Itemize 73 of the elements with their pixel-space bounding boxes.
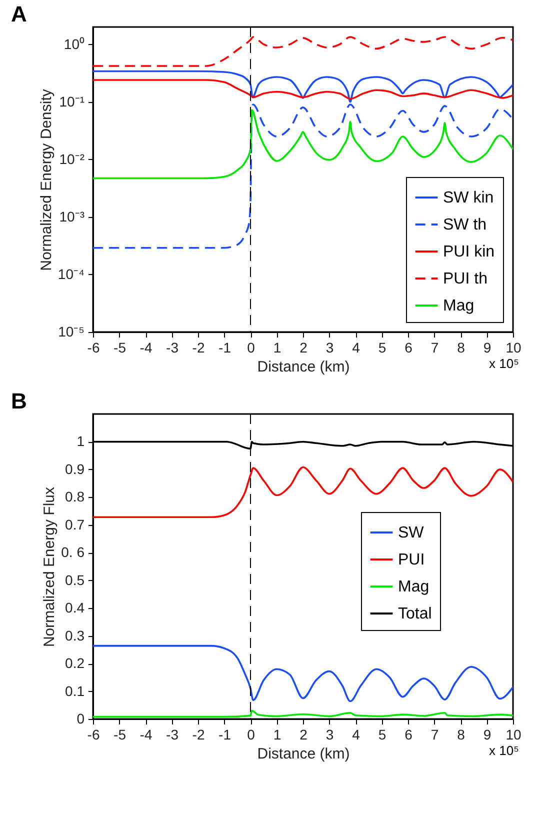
y-tick-label: 10⁻³ xyxy=(59,208,85,224)
line-series xyxy=(93,466,513,518)
y-tick-label: 1 xyxy=(76,433,85,450)
x-tick-label: 8 xyxy=(457,340,466,356)
x-tick-label: 4 xyxy=(352,340,360,356)
x-tick-label: 0 xyxy=(247,726,256,742)
text: x 10⁵ xyxy=(489,743,519,758)
y-tick-label: 0 xyxy=(76,710,85,726)
x-tick-label: -6 xyxy=(87,726,100,742)
y-tick-label: 10⁻² xyxy=(59,150,85,167)
y-tick-label: 10⁰ xyxy=(64,36,84,52)
x-axis-title: Distance (km) xyxy=(257,358,350,376)
x-axis-title: Distance (km) xyxy=(257,746,350,762)
x-tick-label: -6 xyxy=(87,340,100,356)
legend-label: Mag xyxy=(443,298,474,314)
y-tick-label: 0.3 xyxy=(65,627,85,644)
x-tick-label: 2 xyxy=(300,340,308,356)
x-tick-label: 1 xyxy=(273,340,282,356)
y-tick-label: 0.4 xyxy=(65,600,85,616)
x-tick-label: 6 xyxy=(404,726,413,742)
x-tick-label: 9 xyxy=(483,340,492,356)
x-tick-label: -2 xyxy=(192,726,205,742)
x-tick-label: -1 xyxy=(218,340,232,356)
legend-label: PUI th xyxy=(443,270,488,288)
legend-label: SW xyxy=(398,524,425,542)
x-tick-label: -3 xyxy=(166,726,179,742)
x-tick-label: 9 xyxy=(483,726,492,742)
line-series xyxy=(93,109,513,180)
x-tick-label: 5 xyxy=(378,726,386,742)
legend-label: Mag xyxy=(398,578,430,596)
x-tick-label: -2 xyxy=(192,340,205,356)
x-tick-label: 5 xyxy=(378,340,386,356)
y-axis-title: Normalized Energy Flux xyxy=(41,486,58,648)
legend-label: Total xyxy=(398,606,432,622)
chart-title: B xyxy=(11,388,27,414)
y-tick-label: 0.8 xyxy=(65,488,85,505)
x-tick-label: -4 xyxy=(140,726,152,742)
x-tick-label: 0 xyxy=(247,340,256,356)
x-tick-label: -5 xyxy=(114,340,126,356)
x-tick-label: 10 xyxy=(506,726,522,742)
x-tick-label: 7 xyxy=(430,726,439,742)
legend-label: PUI kin xyxy=(443,244,495,260)
line-series xyxy=(93,36,513,67)
legend-label: SW kin xyxy=(443,190,494,206)
y-tick-label: 0.7 xyxy=(65,516,85,532)
y-tick-label: 0.1 xyxy=(65,682,85,699)
y-tick-label: 0.9 xyxy=(65,460,85,477)
x-tick-label: 4 xyxy=(352,726,360,742)
legend-label: SW th xyxy=(443,216,487,234)
x-tick-label: -1 xyxy=(218,726,232,742)
x-tick-label: 2 xyxy=(300,726,308,742)
y-tick-label: 10⁻⁵ xyxy=(58,324,84,340)
x-tick-label: 6 xyxy=(404,340,413,356)
x-tick-label: -3 xyxy=(166,340,179,356)
legend-label: PUI xyxy=(398,552,425,568)
x-tick-label: 1 xyxy=(273,726,282,742)
chart-title: A xyxy=(11,2,27,26)
y-tick-label: 10⁻¹ xyxy=(59,93,85,110)
x-tick-label: 3 xyxy=(326,726,334,742)
x-tick-label: -4 xyxy=(140,340,152,356)
x-tick-label: 8 xyxy=(457,726,466,742)
line-series xyxy=(93,644,513,702)
y-tick-label: 0.5 xyxy=(65,572,85,588)
y-tick-label: 0.2 xyxy=(65,655,85,672)
y-axis-title: Normalized Energy Density xyxy=(38,88,55,271)
x-tick-label: 10 xyxy=(506,340,522,356)
y-tick-label: 10⁻⁴ xyxy=(58,266,84,282)
x-tick-label: 3 xyxy=(326,340,334,356)
y-tick-label: 0. 6 xyxy=(61,544,85,560)
text: x 10⁵ xyxy=(489,356,519,371)
x-tick-label: -5 xyxy=(114,726,126,742)
line-series xyxy=(93,79,513,100)
x-tick-label: 7 xyxy=(430,340,439,356)
